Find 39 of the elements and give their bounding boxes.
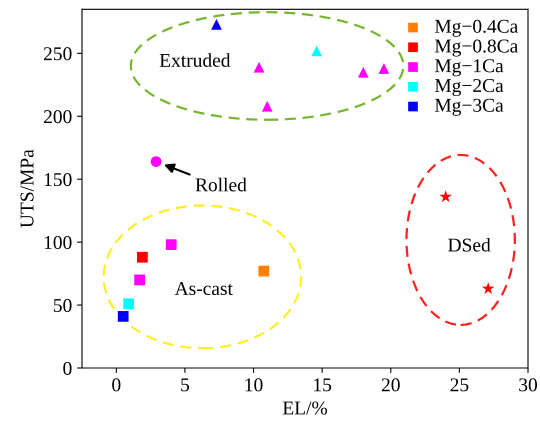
annotation: DSed bbox=[448, 238, 490, 252]
legend-label: Mg−3Ca bbox=[434, 98, 504, 116]
annotation: As-cast bbox=[174, 282, 233, 296]
annotation: Extruded bbox=[160, 53, 230, 67]
point bbox=[150, 156, 162, 167]
y-tick-label: 0 bbox=[63, 362, 72, 375]
point bbox=[482, 282, 494, 294]
point bbox=[358, 66, 369, 78]
x-tick-label: 15 bbox=[314, 378, 332, 392]
legend-label: Mg−1Ca bbox=[434, 59, 504, 76]
point bbox=[311, 45, 322, 56]
legend-label: Mg−0.4Ca bbox=[434, 20, 518, 37]
point bbox=[254, 62, 264, 73]
point bbox=[118, 311, 129, 322]
y-tick-label: 150 bbox=[44, 173, 72, 186]
x-axis-title: EL/% bbox=[282, 401, 328, 415]
x-tick-label: 10 bbox=[246, 378, 263, 392]
x-tick-label: 25 bbox=[450, 378, 468, 392]
y-axis-title: UTS/MPa bbox=[20, 149, 34, 228]
x-tick-label: 30 bbox=[519, 378, 537, 392]
point bbox=[211, 19, 222, 30]
legend-label: Mg−2Ca bbox=[434, 79, 504, 96]
point bbox=[166, 239, 177, 250]
point bbox=[262, 100, 273, 112]
y-tick-label: 50 bbox=[54, 298, 72, 312]
annotation: Rolled bbox=[196, 178, 247, 192]
point bbox=[137, 252, 148, 263]
x-tick-label: 0 bbox=[112, 378, 120, 392]
point bbox=[134, 274, 146, 286]
point bbox=[439, 190, 452, 202]
y-tick-label: 250 bbox=[44, 47, 72, 60]
point bbox=[258, 266, 270, 276]
x-tick-label: 20 bbox=[382, 378, 400, 392]
point bbox=[123, 298, 134, 310]
y-tick-label: 100 bbox=[44, 236, 72, 250]
x-tick-label: 5 bbox=[181, 378, 190, 392]
legend-label: Mg−0.8Ca bbox=[434, 39, 518, 57]
point bbox=[378, 63, 390, 74]
y-tick-label: 200 bbox=[44, 110, 72, 124]
